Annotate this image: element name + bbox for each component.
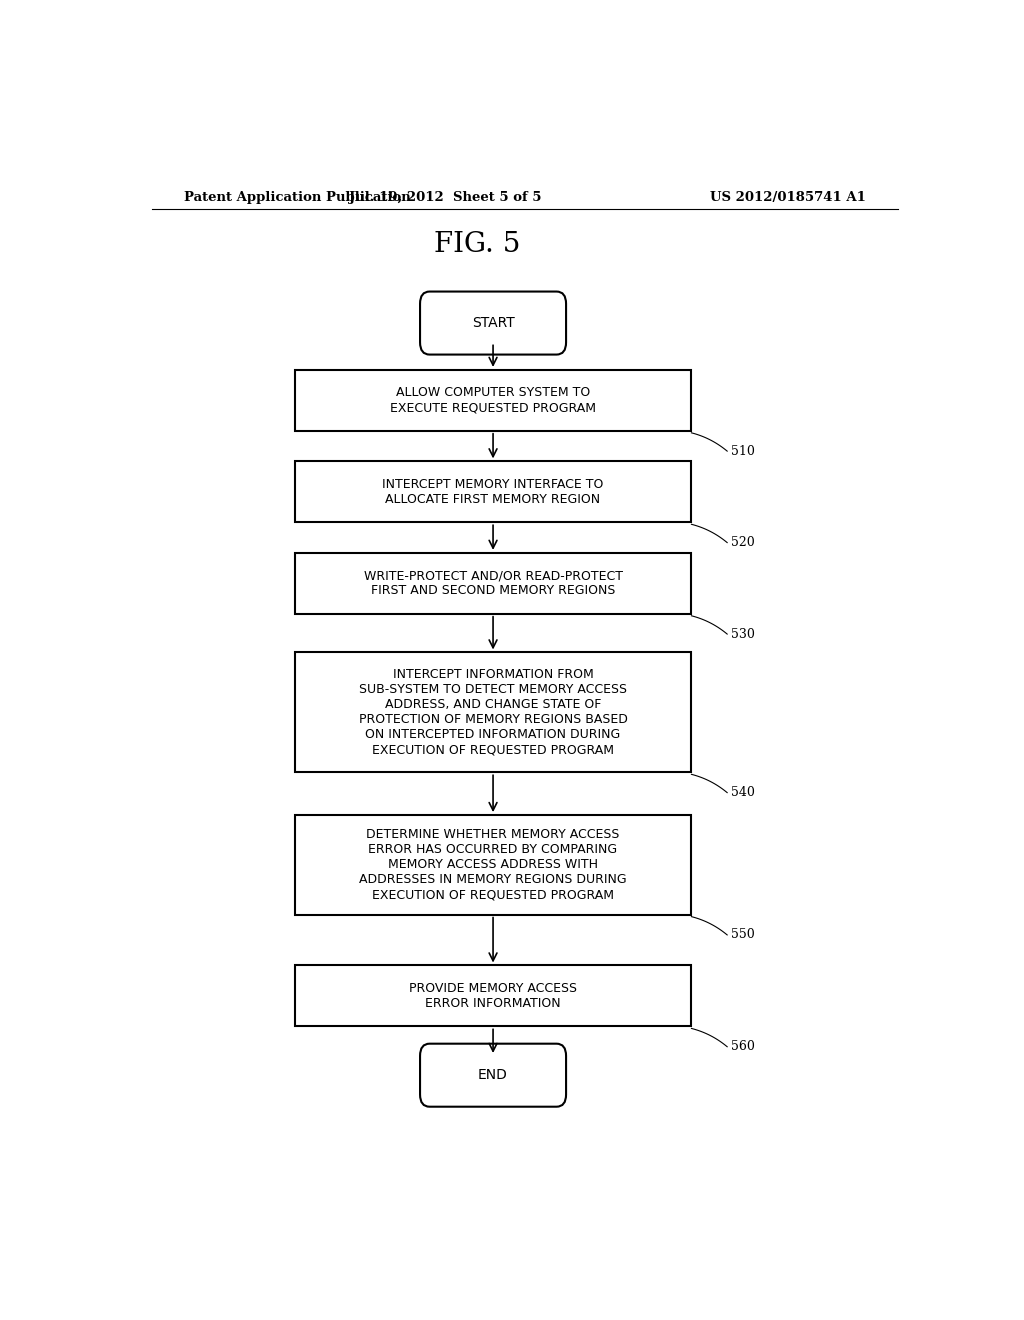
Text: 520: 520 [731,536,755,549]
Text: START: START [472,315,514,330]
Text: US 2012/0185741 A1: US 2012/0185741 A1 [711,190,866,203]
FancyBboxPatch shape [420,292,566,355]
Text: DETERMINE WHETHER MEMORY ACCESS
ERROR HAS OCCURRED BY COMPARING
MEMORY ACCESS AD: DETERMINE WHETHER MEMORY ACCESS ERROR HA… [359,828,627,902]
FancyBboxPatch shape [295,814,691,915]
FancyBboxPatch shape [295,553,691,614]
FancyBboxPatch shape [295,370,691,430]
FancyBboxPatch shape [295,461,691,523]
Text: FIG. 5: FIG. 5 [434,231,520,259]
Text: INTERCEPT INFORMATION FROM
SUB-SYSTEM TO DETECT MEMORY ACCESS
ADDRESS, AND CHANG: INTERCEPT INFORMATION FROM SUB-SYSTEM TO… [358,668,628,756]
Text: 530: 530 [731,627,755,640]
Text: 560: 560 [731,1040,755,1053]
Text: END: END [478,1068,508,1082]
Text: 550: 550 [731,928,755,941]
Text: ALLOW COMPUTER SYSTEM TO
EXECUTE REQUESTED PROGRAM: ALLOW COMPUTER SYSTEM TO EXECUTE REQUEST… [390,387,596,414]
Text: Patent Application Publication: Patent Application Publication [183,190,411,203]
Text: 540: 540 [731,787,755,799]
Text: 510: 510 [731,445,755,458]
FancyBboxPatch shape [420,1044,566,1106]
Text: INTERCEPT MEMORY INTERFACE TO
ALLOCATE FIRST MEMORY REGION: INTERCEPT MEMORY INTERFACE TO ALLOCATE F… [382,478,604,506]
Text: PROVIDE MEMORY ACCESS
ERROR INFORMATION: PROVIDE MEMORY ACCESS ERROR INFORMATION [409,982,578,1010]
FancyBboxPatch shape [295,652,691,772]
FancyBboxPatch shape [295,965,691,1027]
Text: Jul. 19, 2012  Sheet 5 of 5: Jul. 19, 2012 Sheet 5 of 5 [349,190,542,203]
Text: WRITE-PROTECT AND/OR READ-PROTECT
FIRST AND SECOND MEMORY REGIONS: WRITE-PROTECT AND/OR READ-PROTECT FIRST … [364,569,623,597]
